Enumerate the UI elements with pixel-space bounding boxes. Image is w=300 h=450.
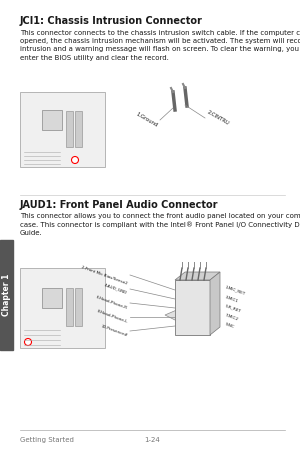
Bar [75,111,82,147]
Bar [20,268,105,348]
Bar [20,92,105,167]
Text: This connector connects to the chassis intrusion switch cable. If the computer c: This connector connects to the chassis i… [20,30,300,61]
Text: 2.CINTRU: 2.CINTRU [206,110,230,126]
Text: This connector allows you to connect the front audio panel located on your compu: This connector allows you to connect the… [20,213,300,236]
Bar [0,240,13,350]
Text: 10.Presence#: 10.Presence# [100,324,128,338]
Bar [42,110,62,130]
Polygon shape [210,272,220,335]
Circle shape [71,157,79,163]
Bar [75,288,82,326]
Bar [175,280,210,335]
Text: JCI1: Chassis Intrusion Connector: JCI1: Chassis Intrusion Connector [20,16,203,26]
Polygon shape [165,300,220,325]
Text: 3.MIC1: 3.MIC1 [224,295,238,303]
Circle shape [25,338,32,346]
Bar [42,288,62,308]
Text: Getting Started: Getting Started [20,437,74,443]
Text: 4.AUD_GND: 4.AUD_GND [104,283,128,295]
Text: JAUD1: Front Panel Audio Connector: JAUD1: Front Panel Audio Connector [20,200,218,210]
Text: 1-24: 1-24 [144,437,160,443]
Text: 9.NC: 9.NC [224,323,235,329]
Text: Chapter 1: Chapter 1 [2,274,11,316]
Text: 1.Ground: 1.Ground [135,112,159,128]
Bar [66,288,73,326]
Polygon shape [175,272,220,280]
Text: 7.MIC2: 7.MIC2 [224,313,238,321]
Text: 8.Head-Phone-L: 8.Head-Phone-L [96,310,128,324]
Text: 1.MIC_RET: 1.MIC_RET [224,284,245,296]
Bar [66,111,73,147]
Text: 6.Head-Phone-R: 6.Head-Phone-R [95,296,128,310]
Text: 2.Front Mic Bias/Sense2: 2.Front Mic Bias/Sense2 [81,265,128,285]
Text: 5.R_RET: 5.R_RET [224,303,241,313]
